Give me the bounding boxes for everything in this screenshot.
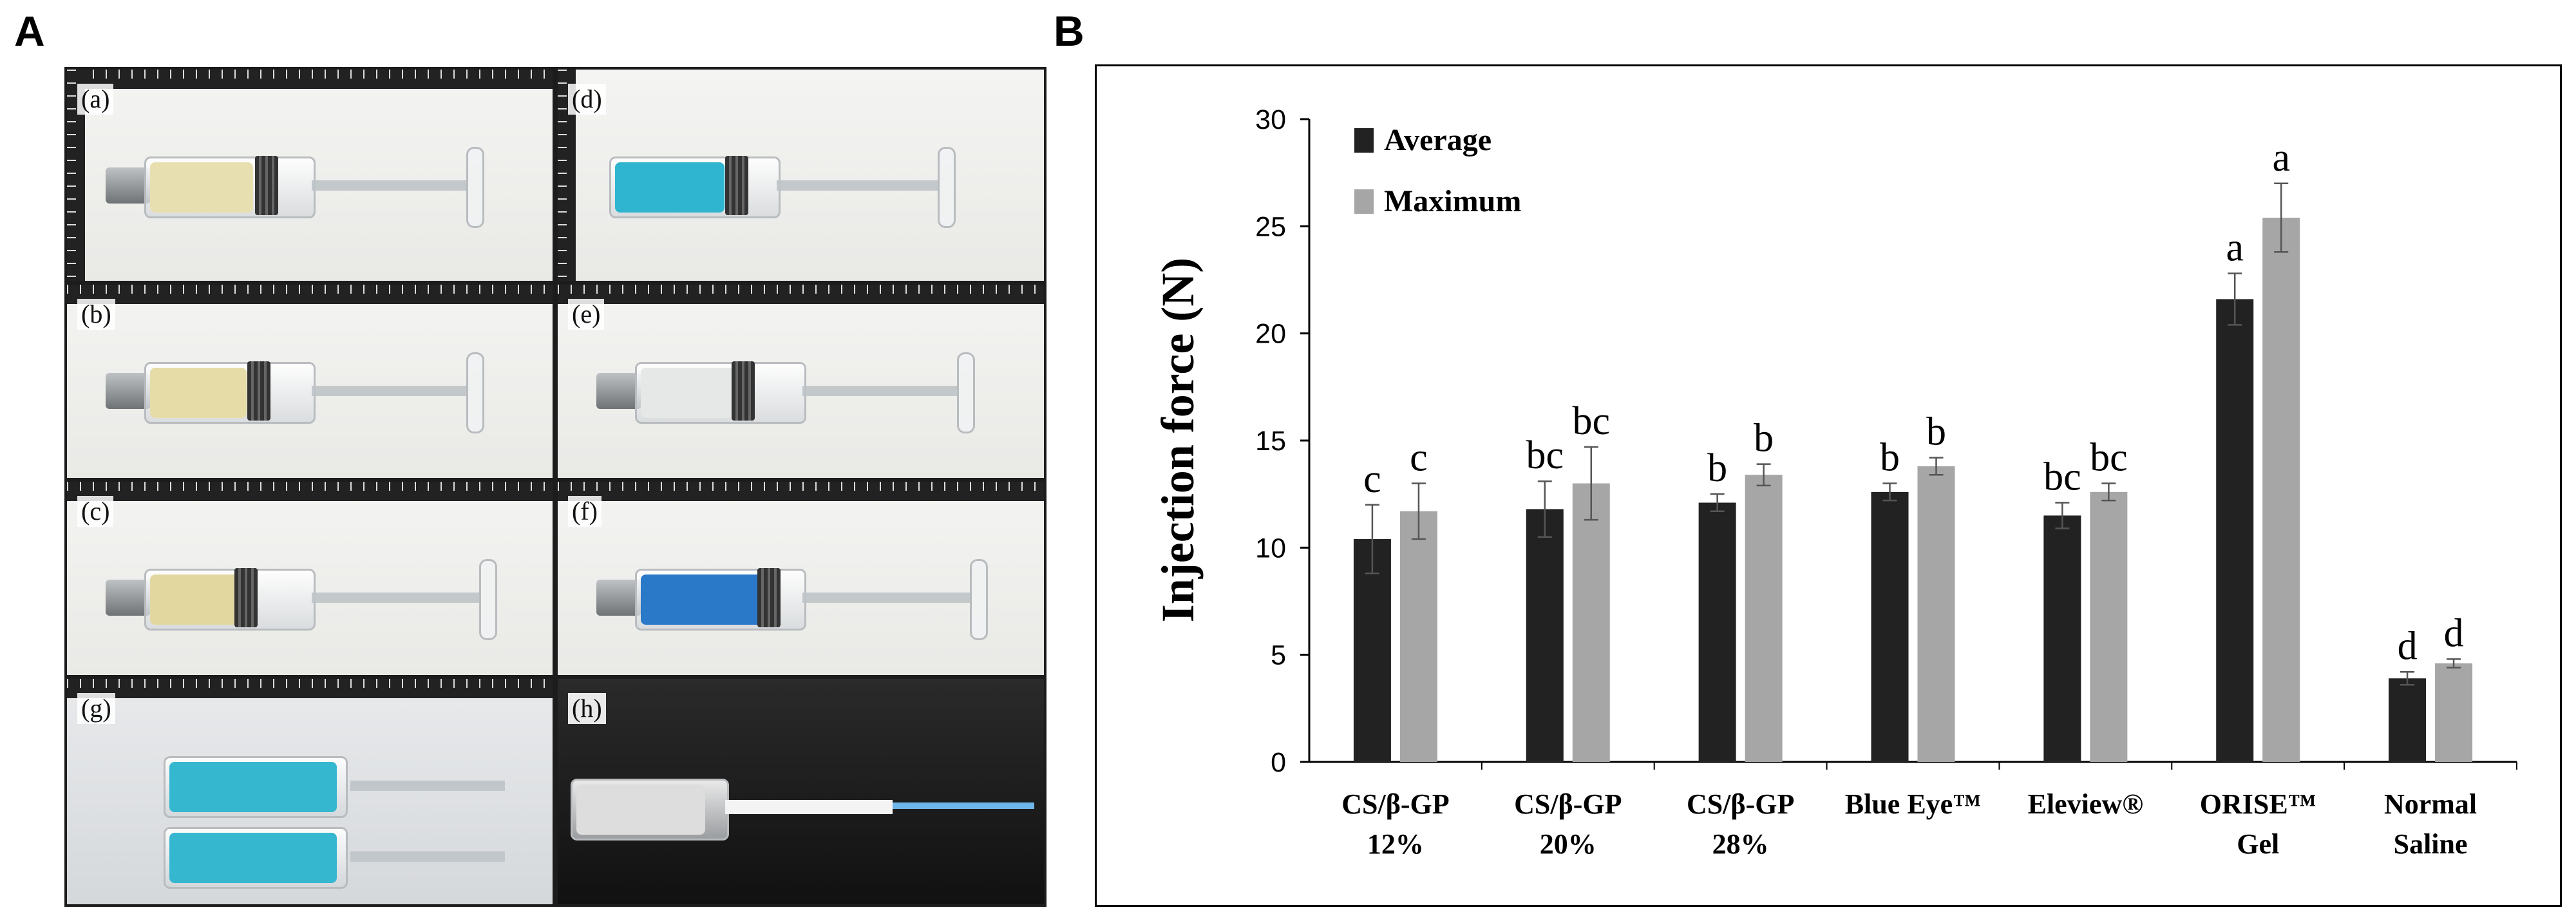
bar-maximum <box>1572 483 1610 762</box>
photo-label: (d) <box>568 84 606 115</box>
bar-maximum <box>1745 475 1783 762</box>
category-label: CS/β-GP <box>1341 788 1449 820</box>
bar-maximum <box>1917 466 1955 762</box>
category-label: Gel <box>2237 828 2279 860</box>
significance-label: bc <box>1526 433 1564 477</box>
photo-d: (d) <box>558 70 1044 281</box>
significance-label: a <box>2272 136 2290 180</box>
photo-label: (h) <box>568 693 606 724</box>
bar-average <box>1698 502 1736 762</box>
category-labels: CS/β-GP 12% CS/β-GP 20% CS/β-GP 28% Blue Eye™ E… <box>1341 788 2477 860</box>
chart-panel: Injection force (N) 0 5 10 15 20 25 30 c c bc bc b… <box>1095 64 2562 907</box>
error-bars <box>1365 182 2461 686</box>
bar-average <box>2216 299 2254 762</box>
syringe <box>596 346 1009 436</box>
category-label: 28% <box>1712 828 1769 860</box>
bars <box>1353 218 2473 762</box>
panel-label-b: B <box>1054 7 1084 55</box>
legend-label: Maximum <box>1384 184 1521 218</box>
ruler <box>558 482 1044 501</box>
bar-average <box>1871 491 1909 762</box>
bar-maximum <box>2262 218 2300 762</box>
category-label: Eleview® <box>2028 788 2144 820</box>
panel-label-a: A <box>14 7 45 55</box>
syringe <box>596 140 1009 231</box>
significance-label: bc <box>2090 436 2128 480</box>
category-label: 20% <box>1540 828 1596 860</box>
syringe <box>164 756 524 818</box>
y-tick-label: 10 <box>1255 533 1286 564</box>
photo-g: (g) <box>67 679 553 904</box>
category-label: 12% <box>1367 828 1424 860</box>
y-axis-label: Injection force (N) <box>1152 258 1204 622</box>
legend-swatch <box>1354 189 1374 214</box>
bar-average <box>2389 678 2427 762</box>
ruler <box>67 70 553 89</box>
photo-a: (a) <box>67 70 553 281</box>
syringe <box>106 346 518 436</box>
photo-e: (e) <box>558 285 1044 478</box>
photo-b: (b) <box>67 285 553 478</box>
category-label: Saline <box>2394 828 2468 860</box>
category-label: Normal <box>2384 788 2477 820</box>
bar-average <box>2043 515 2081 762</box>
syringe <box>596 553 1009 643</box>
photo-label: (e) <box>568 299 605 330</box>
significance-label: d <box>2398 624 2418 668</box>
significance-label: bc <box>2043 455 2081 498</box>
y-tick-label: 15 <box>1255 426 1286 457</box>
ruler <box>558 285 1044 304</box>
ruler <box>67 285 553 304</box>
legend-label: Average <box>1384 123 1492 157</box>
significance-label: b <box>1754 417 1774 460</box>
bar-average <box>1353 539 1391 762</box>
legend: Average Maximum <box>1354 123 1521 218</box>
ruler <box>67 679 553 698</box>
significance-label: c <box>1363 457 1381 501</box>
y-tick-label: 25 <box>1255 211 1286 242</box>
bar-maximum <box>1399 511 1437 762</box>
syringe <box>571 769 1034 846</box>
significance-label: bc <box>1573 399 1611 443</box>
bar-average <box>1526 509 1564 762</box>
y-tick-label: 0 <box>1271 747 1286 778</box>
photo-label: (a) <box>77 84 114 115</box>
category-label: CS/β-GP <box>1687 788 1794 820</box>
photo-f: (f) <box>558 482 1044 675</box>
photo-c: (c) <box>67 482 553 675</box>
photo-label: (f) <box>568 496 601 527</box>
syringe <box>164 827 524 889</box>
significance-label: b <box>1926 410 1946 454</box>
significance-label: b <box>1707 446 1727 490</box>
significance-label: d <box>2444 611 2464 655</box>
axes: 0 5 10 15 20 25 30 <box>1255 104 2517 778</box>
ruler <box>67 482 553 501</box>
photo-h: (h) <box>558 679 1044 904</box>
syringe <box>106 140 518 231</box>
bar-maximum <box>2435 663 2473 762</box>
y-tick-label: 30 <box>1255 104 1286 135</box>
legend-swatch <box>1354 128 1374 153</box>
syringe <box>106 553 518 643</box>
photo-label: (b) <box>77 299 115 330</box>
significance-label: c <box>1410 436 1428 480</box>
y-tick-label: 20 <box>1255 319 1286 350</box>
significance-label: b <box>1880 436 1900 480</box>
y-tick-label: 5 <box>1271 640 1286 671</box>
category-label: CS/β-GP <box>1514 788 1622 820</box>
category-label: ORISE™ <box>2200 788 2316 820</box>
photo-label: (c) <box>77 496 114 527</box>
bar-maximum <box>2090 491 2128 762</box>
photo-label: (g) <box>77 693 115 724</box>
photo-panel: (a) (d) (b) (e) <box>64 67 1046 907</box>
y-axis-title: Injection force (N) <box>1152 258 1204 622</box>
significance-label: a <box>2226 226 2244 270</box>
category-label: Blue Eye™ <box>1845 788 1981 820</box>
